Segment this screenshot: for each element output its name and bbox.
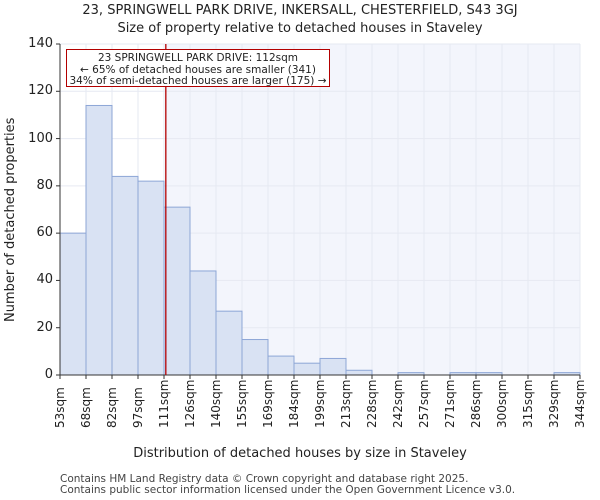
x-tick-label: 53sqm [53,387,67,428]
annotation-box: 23 SPRINGWELL PARK DRIVE: 112sqm ← 65% o… [66,49,330,87]
chart-subtitle: Size of property relative to detached ho… [117,21,483,36]
y-tick-label: 60 [36,225,53,241]
x-tick-label: 126sqm [183,379,197,428]
x-tick-label: 111sqm [157,379,171,428]
x-tick-label: 140sqm [209,379,223,428]
x-tick-label: 184sqm [287,379,301,428]
x-tick-label: 329sqm [547,379,561,428]
x-tick-label: 82sqm [105,387,119,428]
y-tick-label: 100 [28,130,53,146]
x-axis-label: Distribution of detached houses by size … [133,446,467,461]
y-tick-label: 40 [36,272,53,288]
histogram-bar [345,369,373,376]
x-tick-label: 97sqm [131,387,145,428]
x-tick-label: 169sqm [261,379,275,428]
histogram-bar [189,270,217,376]
annotation-line-3: 34% of semi-detached houses are larger (… [69,75,327,87]
footer-line-1: Contains HM Land Registry data © Crown c… [60,473,469,485]
y-tick-label: 20 [36,319,53,335]
footer-line-2: Contains public sector information licen… [60,484,516,496]
x-tick-label: 199sqm [313,379,327,428]
x-tick-label: 271sqm [443,379,457,428]
chart-title: 23, SPRINGWELL PARK DRIVE, INKERSALL, CH… [82,3,518,18]
histogram-bar [111,175,139,376]
x-tick-label: 213sqm [339,379,353,428]
x-tick-label: 286sqm [469,379,483,428]
x-tick-label: 300sqm [495,379,509,428]
histogram-bar [59,232,87,376]
y-tick-label: 80 [36,177,53,193]
y-axis-label: Number of detached properties [3,117,18,322]
histogram-bar [241,339,269,376]
x-tick-label: 242sqm [391,379,405,428]
x-tick-label: 155sqm [235,379,249,428]
histogram-bar [215,310,243,376]
histogram-bar [267,355,295,376]
x-tick-label: 68sqm [79,387,93,428]
histogram-bar [293,362,321,376]
y-tick-label: 0 [44,367,53,382]
histogram-bar [85,104,113,376]
x-tick-label: 344sqm [573,379,587,428]
x-tick-label: 228sqm [365,379,379,428]
histogram-bar [319,357,347,376]
annotation-line-1: 23 SPRINGWELL PARK DRIVE: 112sqm [97,52,299,64]
histogram-bar [137,180,165,376]
x-tick-label: 315sqm [521,379,535,428]
histogram-bar [163,206,191,376]
x-tick-label: 257sqm [417,379,431,428]
y-tick-label: 120 [28,83,53,99]
y-tick-label: 140 [28,36,53,51]
annotation-line-2: ← 65% of detached houses are smaller (34… [80,63,316,76]
